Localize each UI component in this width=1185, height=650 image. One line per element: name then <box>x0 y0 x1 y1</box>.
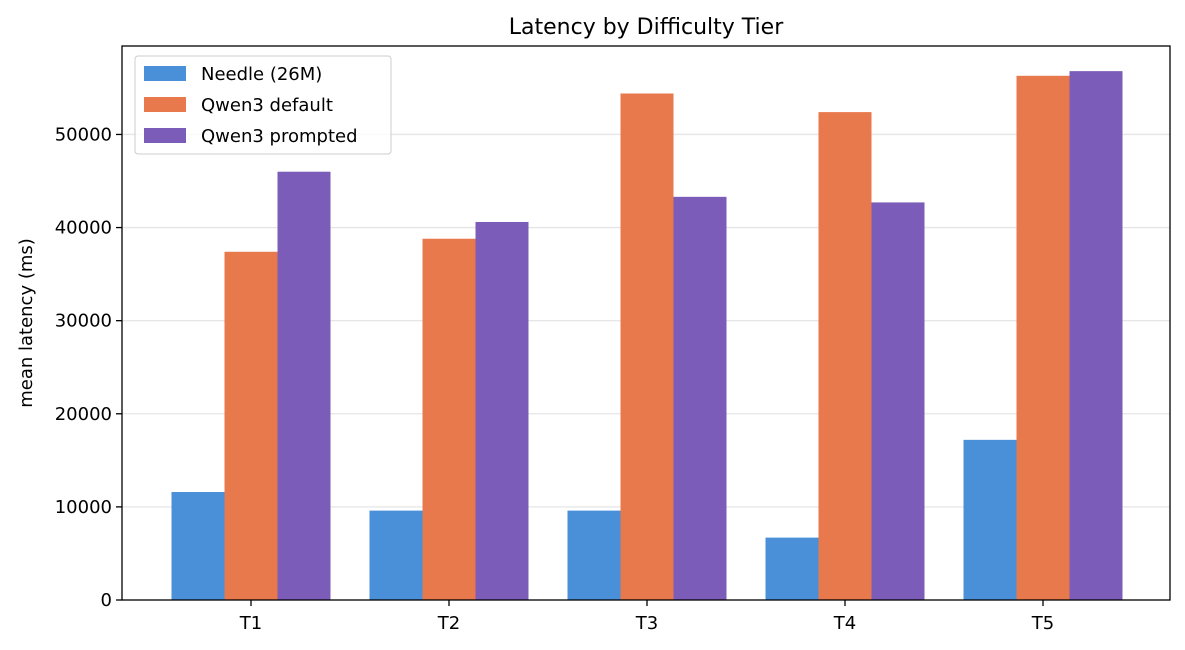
bar-t2-series-2 <box>422 238 476 600</box>
bar-t4-series-1 <box>765 537 819 600</box>
legend: Needle (26M) Qwen3 default Qwen3 prompted <box>134 55 392 155</box>
x-axis-ticks: T1 T2 T3 T4 T5 <box>239 600 1054 634</box>
legend-swatch <box>144 66 186 81</box>
legend-box <box>134 55 392 155</box>
x-tick-label: T2 <box>437 613 460 634</box>
bar-t2-series-3 <box>475 221 529 600</box>
chart-title: Latency by Difficulty Tier <box>509 15 784 40</box>
bar-t4-series-3 <box>871 202 925 600</box>
bar-t1-series-3 <box>277 171 331 600</box>
bar-t5-series-2 <box>1016 75 1070 600</box>
legend-label: Qwen3 default <box>201 95 333 116</box>
y-axis-label: mean latency (ms) <box>16 238 37 408</box>
x-tick-label: T3 <box>635 613 658 634</box>
plot-frame <box>121 45 1171 601</box>
legend-label: Needle (26M) <box>201 64 322 85</box>
bar-t1-series-1 <box>171 491 225 600</box>
bar-t5-series-3 <box>1069 71 1123 600</box>
legend-label: Qwen3 prompted <box>201 126 358 147</box>
x-tick-label: T5 <box>1031 613 1054 634</box>
x-tick-label: T1 <box>239 613 262 634</box>
x-tick-label: T4 <box>833 613 856 634</box>
y-tick-label: 10000 <box>55 497 112 518</box>
y-axis-ticks: 0 10000 20000 30000 40000 50000 <box>55 124 122 611</box>
bar-t4-series-2 <box>818 112 872 601</box>
legend-swatch <box>144 97 186 112</box>
bar-t3-series-1 <box>567 510 621 600</box>
y-tick-label: 30000 <box>55 311 112 332</box>
bars <box>171 71 1123 601</box>
y-tick-label: 0 <box>101 590 112 611</box>
y-tick-label: 40000 <box>55 218 112 239</box>
bar-t5-series-1 <box>963 439 1017 600</box>
bar-t3-series-2 <box>620 93 674 600</box>
bar-t1-series-2 <box>224 251 278 600</box>
bar-t2-series-1 <box>369 510 423 600</box>
y-tick-label: 20000 <box>55 404 112 425</box>
legend-swatch <box>144 128 186 143</box>
y-tick-label: 50000 <box>55 124 112 145</box>
bar-t3-series-3 <box>673 196 727 600</box>
